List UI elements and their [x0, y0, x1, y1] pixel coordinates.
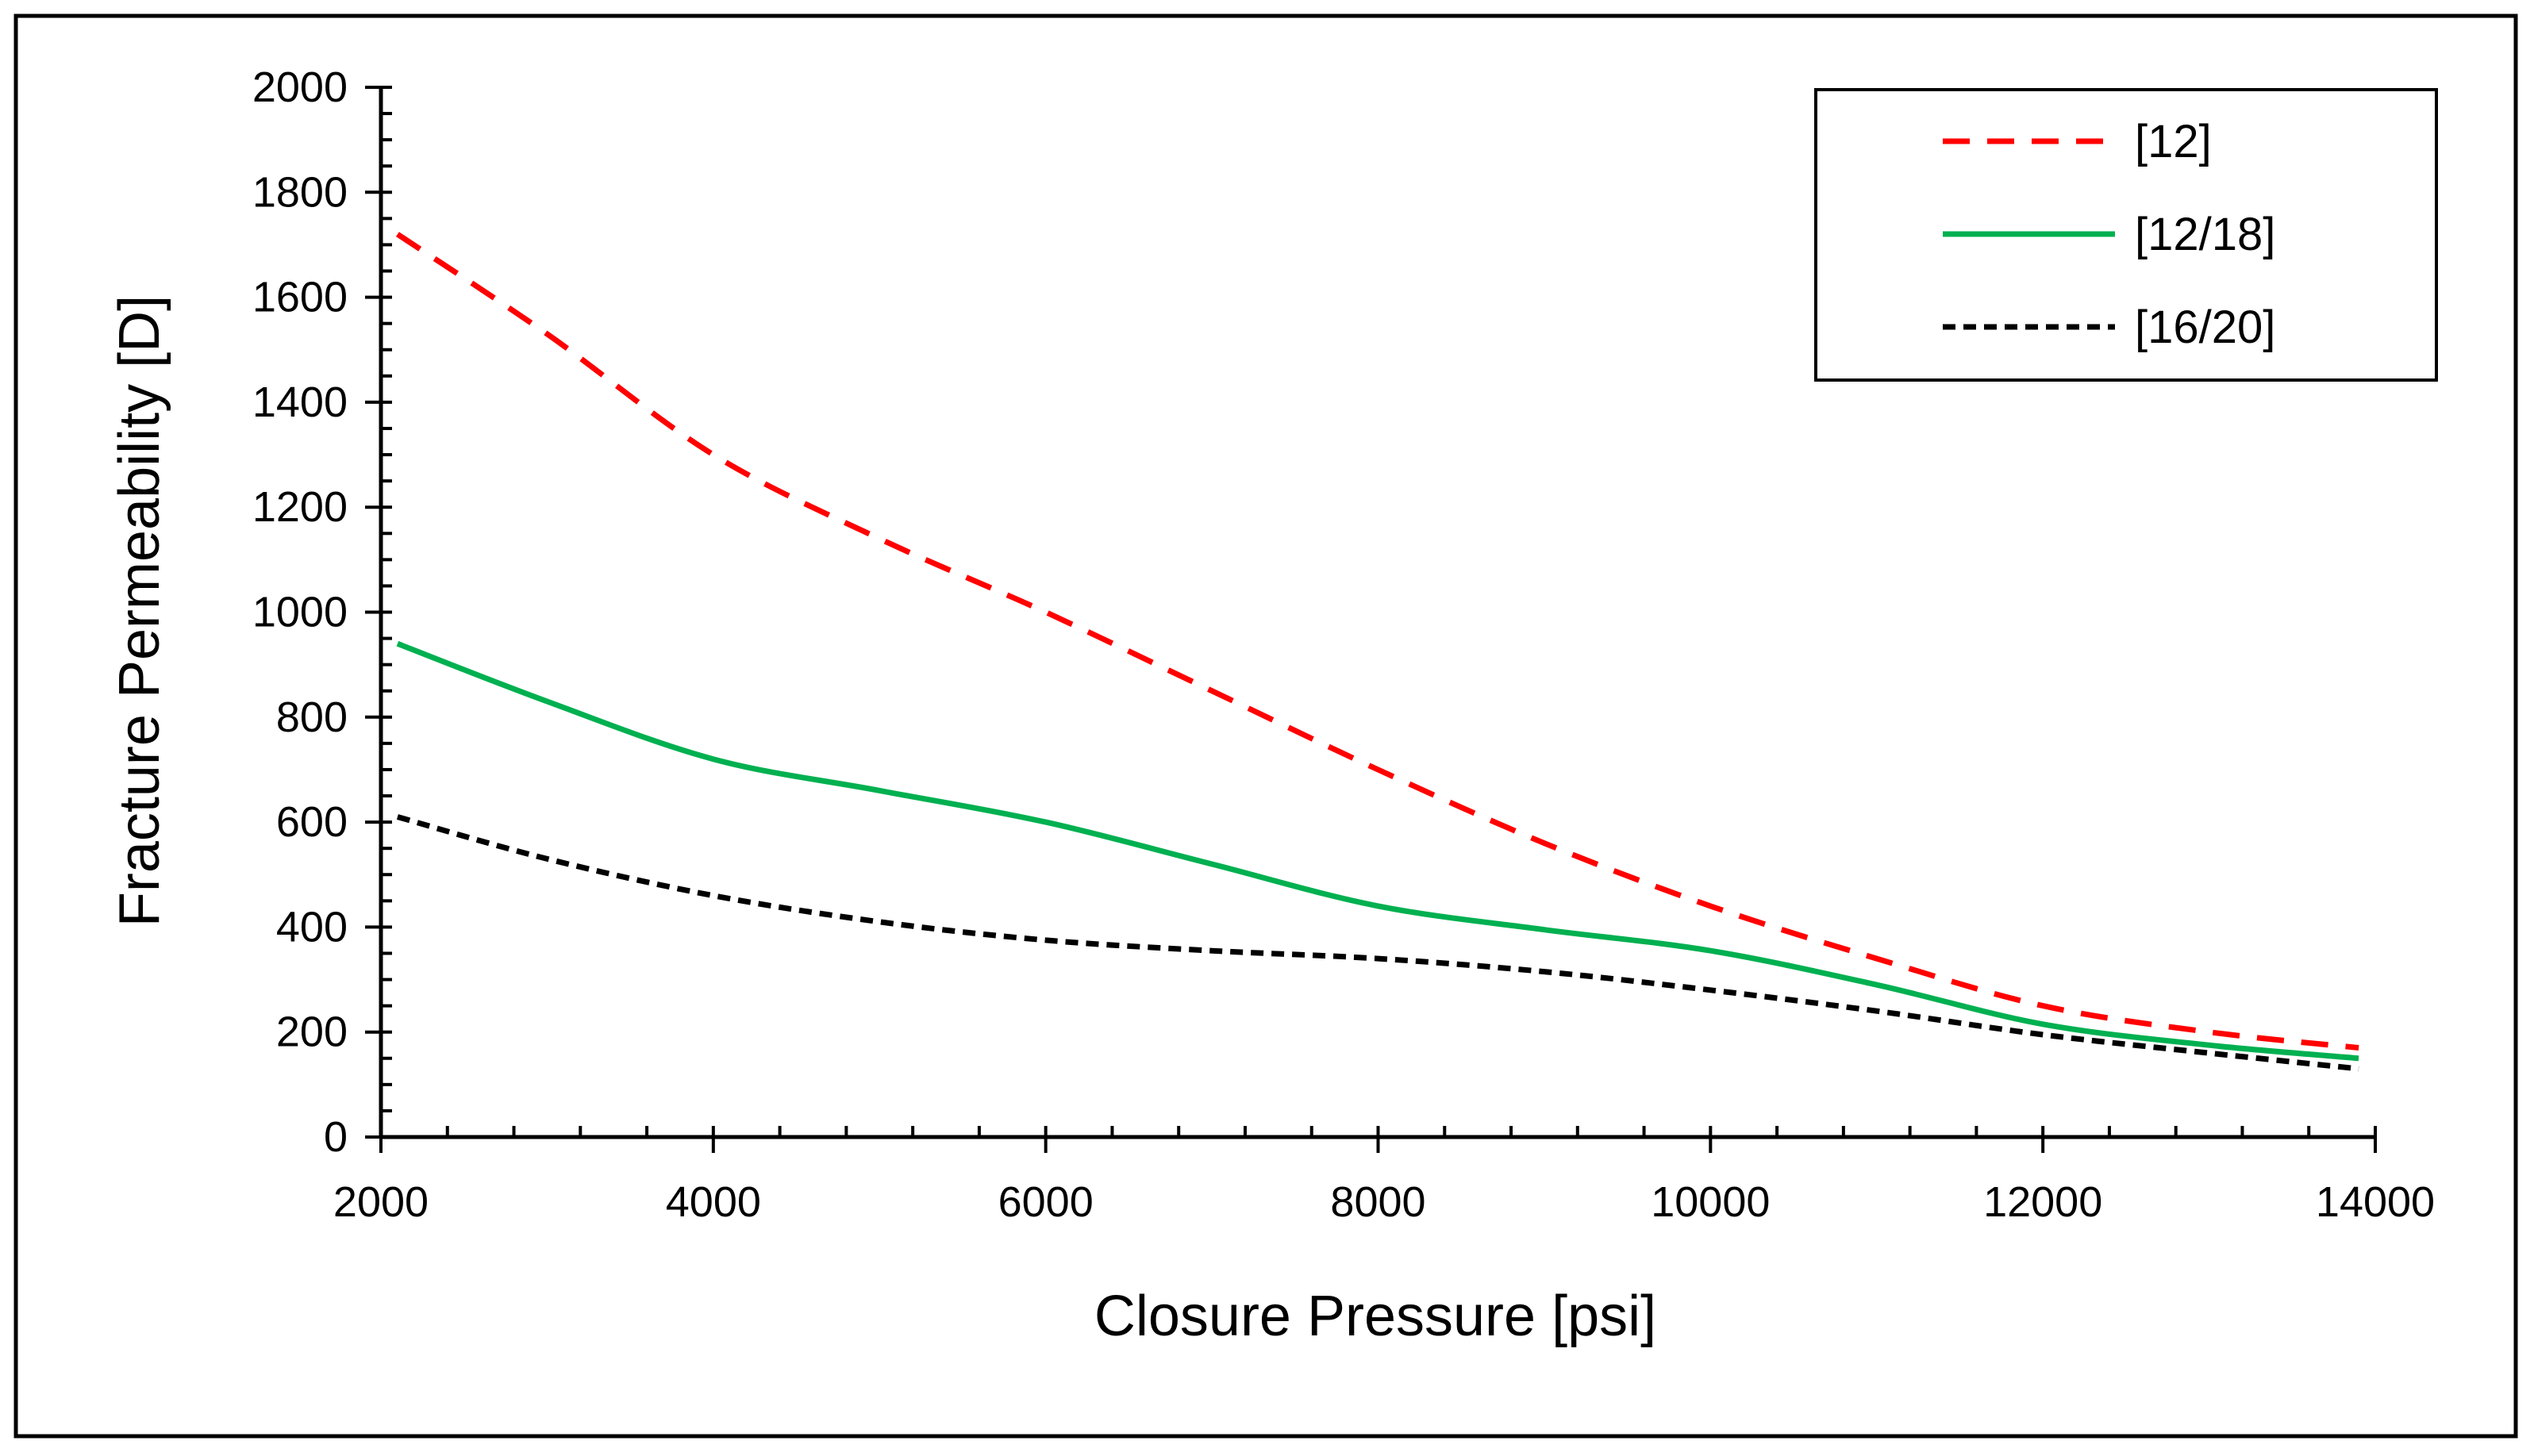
axes: 0 200 400 600 800 1000 1200 1400 1600 1800 2000 200… — [252, 63, 2435, 1226]
x-tick-label: 10000 — [1651, 1178, 1770, 1226]
x-tick-label: 4000 — [666, 1178, 761, 1226]
y-tick-label: 1200 — [252, 483, 348, 531]
y-axis-title: Fracture Permeability [D] — [108, 295, 171, 927]
y-tick-label: 200 — [276, 1008, 348, 1056]
legend-box — [1814, 88, 2438, 382]
series-line-3 — [396, 814, 2359, 1072]
series-line-2 — [396, 640, 2359, 1062]
legend: [12] [12/18] [16/20] — [1814, 88, 2438, 382]
y-tick-label: 1800 — [252, 168, 348, 216]
series-lines — [395, 232, 2359, 1072]
x-tick-label: 2000 — [333, 1178, 429, 1226]
x-tick-label: 8000 — [1330, 1178, 1425, 1226]
x-axis-title: Closure Pressure [psi] — [1094, 1285, 1656, 1348]
x-tick-label: 14000 — [2316, 1178, 2435, 1226]
x-tick-label: 12000 — [1983, 1178, 2102, 1226]
y-tick-label: 1400 — [252, 378, 348, 426]
y-tick-label: 0 — [324, 1113, 348, 1161]
y-tick-label: 2000 — [252, 63, 348, 111]
series-line-1 — [395, 232, 2359, 1051]
y-tick-label: 400 — [276, 903, 348, 951]
y-tick-label: 800 — [276, 693, 348, 741]
legend-label-2: [12/18] — [2135, 209, 2275, 260]
legend-label-3: [16/20] — [2135, 302, 2275, 353]
y-tick-label: 1000 — [252, 589, 348, 636]
y-tick-label: 600 — [276, 798, 348, 846]
y-tick-label: 1600 — [252, 274, 348, 321]
legend-label-1: [12] — [2135, 116, 2212, 167]
x-tick-label: 6000 — [998, 1178, 1094, 1226]
